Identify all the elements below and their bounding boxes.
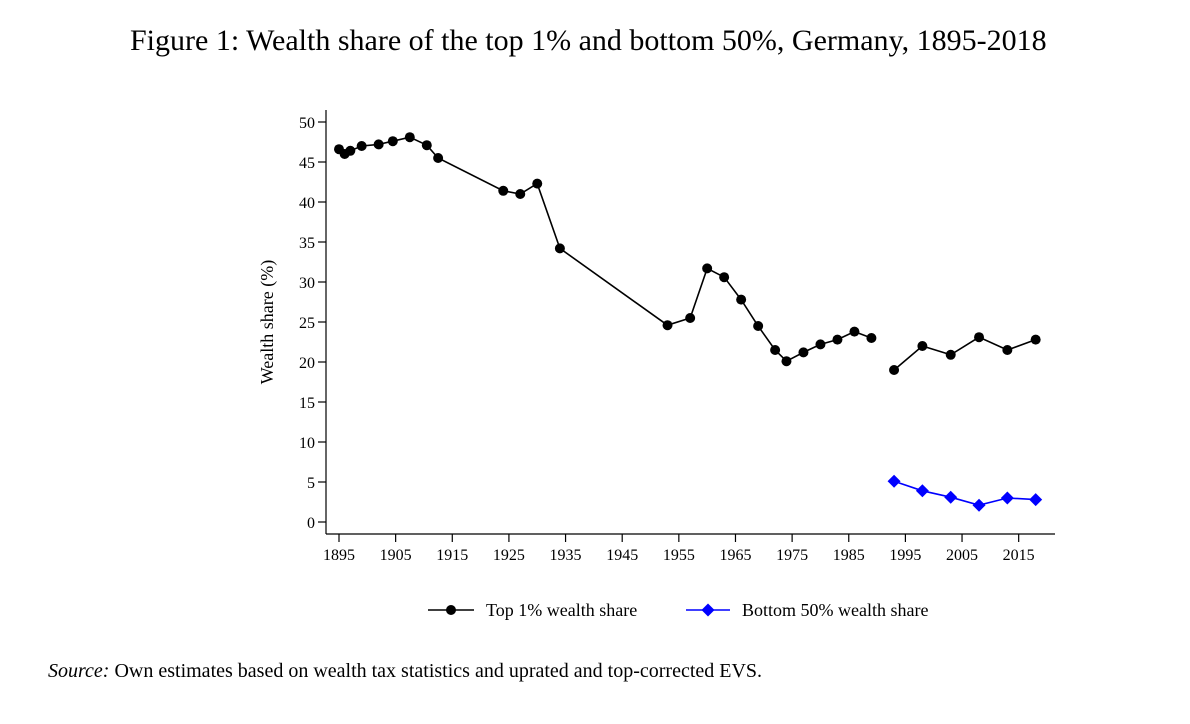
x-tick-label: 1905 <box>380 547 412 564</box>
legend-bottom50-label: Bottom 50% wealth share <box>742 600 928 620</box>
bottom50-data-point <box>887 474 901 488</box>
x-tick-label: 1965 <box>719 547 751 564</box>
top1-data-point <box>345 145 356 156</box>
top1-data-point <box>685 313 696 323</box>
top1-data-point <box>736 294 747 305</box>
top1-series-line <box>893 336 1036 371</box>
source-note: Source: Own estimates based on wealth ta… <box>48 660 762 683</box>
y-tick-label: 50 <box>299 115 315 132</box>
x-tick-label: 1925 <box>493 547 525 564</box>
top1-data-point <box>532 178 543 189</box>
top1-data-point <box>719 272 730 283</box>
top1-data-point <box>702 263 713 274</box>
figure-title: Figure 1: Wealth share of the top 1% and… <box>130 24 1047 57</box>
y-tick-label: 0 <box>307 515 315 532</box>
top1-data-point <box>1030 334 1041 345</box>
top1-data-point <box>945 349 956 360</box>
top1-data-point <box>373 139 384 150</box>
top1-data-point <box>387 136 398 147</box>
bottom50-data-point <box>972 498 986 512</box>
y-tick-label: 35 <box>299 235 315 252</box>
y-tick-label: 30 <box>299 275 315 292</box>
top1-data-point <box>404 132 415 143</box>
top1-data-point <box>433 153 444 163</box>
top1-data-point <box>770 345 781 355</box>
top1-data-point <box>849 326 860 337</box>
top1-data-point <box>662 320 673 331</box>
legend-top1-label: Top 1% wealth share <box>486 600 637 620</box>
legend-bottom50-marker <box>701 603 715 617</box>
source-label: Source: <box>48 660 110 682</box>
y-tick-label: 10 <box>299 435 315 452</box>
x-tick-label: 1935 <box>550 547 582 564</box>
source-text: Own estimates based on wealth tax statis… <box>114 660 763 682</box>
y-tick-label: 5 <box>307 475 315 492</box>
top1-data-point <box>798 347 809 358</box>
top1-data-point <box>974 332 985 343</box>
y-tick-label: 15 <box>299 395 315 412</box>
top1-data-point <box>866 333 877 343</box>
top1-data-point <box>498 185 509 196</box>
x-tick-label: 1985 <box>833 547 865 564</box>
top1-data-point <box>515 189 526 199</box>
x-tick-label: 1915 <box>436 547 468 564</box>
top1-data-point <box>753 321 764 331</box>
bottom50-data-point <box>1000 491 1014 505</box>
top1-data-point <box>554 243 565 254</box>
top1-data-point <box>917 341 928 351</box>
x-tick-label: 1945 <box>606 547 638 564</box>
legend: Top 1% wealth share Bottom 50% wealth sha… <box>428 600 928 620</box>
y-tick-label: 25 <box>299 315 315 332</box>
y-tick-label: 20 <box>299 355 315 372</box>
top1-data-point <box>356 141 367 151</box>
x-tick-label: 1995 <box>889 547 921 564</box>
x-tick-label: 1955 <box>663 547 695 564</box>
bottom50-data-point <box>915 484 929 498</box>
top1-series-line <box>338 136 872 363</box>
top1-data-point <box>889 365 900 375</box>
top1-data-point <box>1002 345 1013 355</box>
series-markers <box>334 132 1043 512</box>
bottom50-data-point <box>944 490 958 504</box>
axes: 0 5 10 15 20 25 30 35 40 45 50 1895 1905 1915 1925 1935… <box>257 110 1055 564</box>
y-tick-label: 40 <box>299 195 315 212</box>
bottom50-data-point <box>1029 493 1043 507</box>
y-axis-label: Wealth share (%) <box>257 260 278 385</box>
top1-data-point <box>815 339 826 350</box>
legend-top1-marker <box>446 605 456 615</box>
x-tick-label: 1895 <box>323 547 355 564</box>
bottom50-series-line <box>893 480 1036 507</box>
top1-data-point <box>832 334 843 345</box>
x-tick-label: 1975 <box>776 547 808 564</box>
top1-data-point <box>421 140 432 151</box>
x-tick-label: 2015 <box>1003 547 1035 564</box>
x-tick-label: 2005 <box>946 547 978 564</box>
y-tick-label: 45 <box>299 155 315 172</box>
top1-data-point <box>781 356 792 367</box>
